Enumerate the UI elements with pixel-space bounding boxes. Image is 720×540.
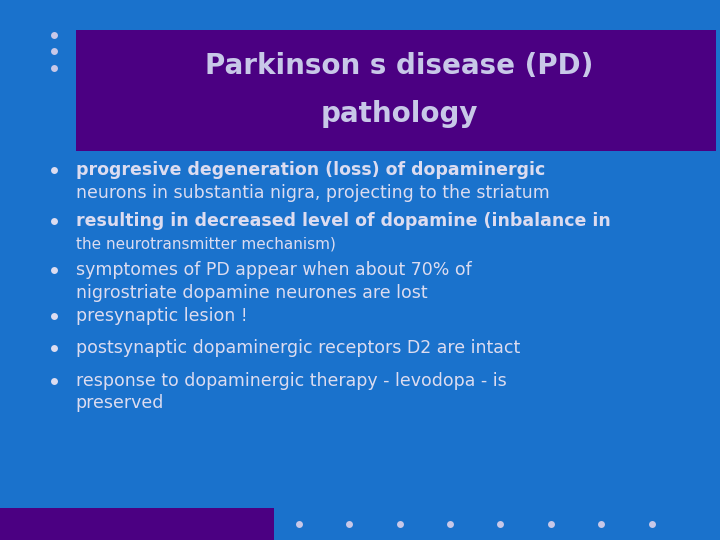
Text: presynaptic lesion !: presynaptic lesion ! <box>76 307 247 325</box>
Text: Parkinson s disease (PD): Parkinson s disease (PD) <box>205 52 594 80</box>
Text: response to dopaminergic therapy - levodopa - is: response to dopaminergic therapy - levod… <box>76 372 506 390</box>
Text: progresive degeneration (loss) of dopaminergic: progresive degeneration (loss) of dopami… <box>76 161 545 179</box>
Text: pathology: pathology <box>321 100 478 129</box>
FancyBboxPatch shape <box>0 508 274 540</box>
Text: nigrostriate dopamine neurones are lost: nigrostriate dopamine neurones are lost <box>76 284 427 302</box>
Text: resulting in decreased level of dopamine (inbalance in: resulting in decreased level of dopamine… <box>76 212 611 231</box>
Text: the neurotransmitter mechanism): the neurotransmitter mechanism) <box>76 237 336 252</box>
FancyBboxPatch shape <box>76 30 716 151</box>
Text: postsynaptic dopaminergic receptors D2 are intact: postsynaptic dopaminergic receptors D2 a… <box>76 339 520 357</box>
Text: symptomes of PD appear when about 70% of: symptomes of PD appear when about 70% of <box>76 261 472 279</box>
Text: neurons in substantia nigra, projecting to the striatum: neurons in substantia nigra, projecting … <box>76 184 549 202</box>
Text: preserved: preserved <box>76 394 164 413</box>
